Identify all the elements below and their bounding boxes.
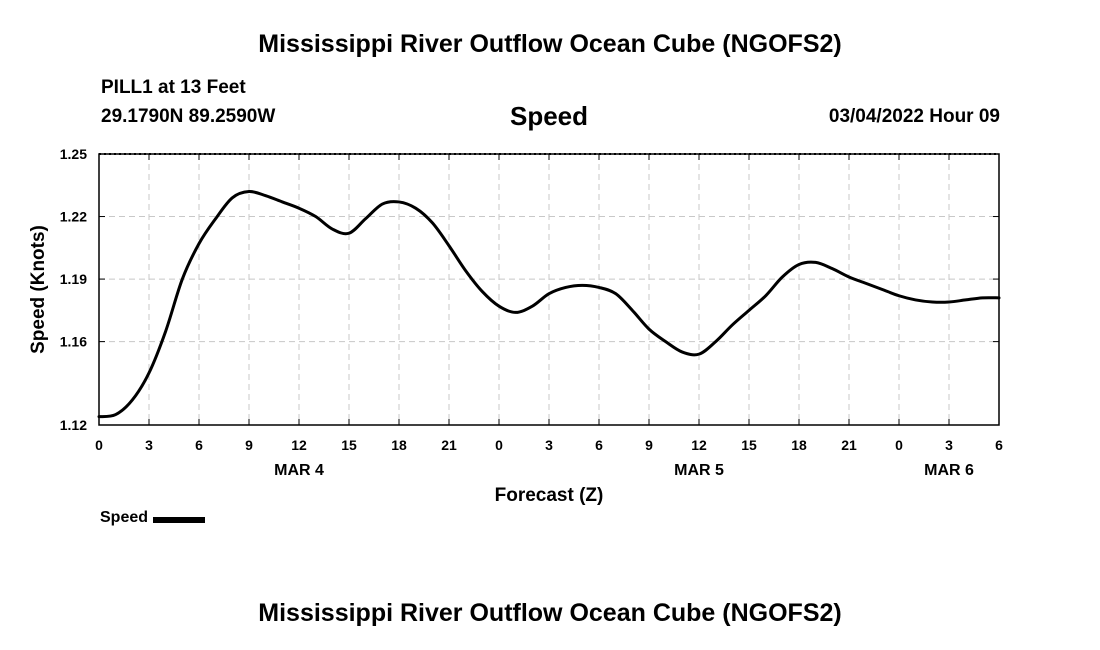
x-axis-title: Forecast (Z) [495, 485, 604, 506]
grid-lines [99, 153, 999, 425]
y-tick-label: 1.22 [60, 209, 87, 225]
footer-title: Mississippi River Outflow Ocean Cube (NG… [258, 599, 842, 627]
y-tick-label: 1.16 [60, 334, 87, 350]
x-tick-label: 6 [195, 437, 203, 453]
x-tick-label: 21 [841, 437, 857, 453]
x-tick-label: 3 [545, 437, 553, 453]
x-date-label: MAR 6 [924, 462, 974, 479]
forecast-datetime: 03/04/2022 Hour 09 [828, 106, 1000, 127]
series-line-speed [97, 190, 1001, 419]
axis-labels: 0 3 6 9 12 15 18 21 0 3 6 9 12 15 18 21 0 3 6 1.12 1.16 1.19 1… [28, 146, 1003, 506]
x-tick-label: 18 [391, 437, 407, 453]
x-tick-label: 15 [341, 437, 357, 453]
x-tick-label: 0 [95, 437, 103, 453]
x-tick-label: 3 [945, 437, 953, 453]
x-tick-label: 0 [495, 437, 503, 453]
x-tick-label: 18 [791, 437, 807, 453]
series-layer [97, 190, 1001, 419]
legend-swatch-speed [153, 516, 206, 523]
chart-main-title: Mississippi River Outflow Ocean Cube (NG… [258, 30, 842, 58]
x-tick-label: 21 [441, 437, 457, 453]
station-coordinates: 29.1790N 89.2590W [101, 106, 276, 127]
x-tick-label: 15 [741, 437, 757, 453]
x-tick-label: 0 [895, 437, 903, 453]
x-tick-label: 6 [595, 437, 603, 453]
x-tick-label: 12 [291, 437, 307, 453]
variable-title: Speed [510, 101, 589, 131]
station-label: PILL1 at 13 Feet [101, 77, 246, 98]
x-tick-label: 9 [245, 437, 253, 453]
y-tick-label: 1.12 [60, 417, 87, 433]
x-tick-label: 12 [691, 437, 707, 453]
x-tick-label: 6 [995, 437, 1003, 453]
x-tick-label: 3 [145, 437, 153, 453]
legend: Speed [100, 509, 206, 527]
x-date-label: MAR 5 [674, 462, 724, 479]
y-tick-label: 1.25 [60, 146, 87, 162]
x-tick-label: 9 [645, 437, 653, 453]
y-tick-label: 1.19 [60, 271, 87, 287]
y-axis-title: Speed (Knots) [28, 225, 49, 354]
tick-marks [98, 153, 1000, 426]
legend-label-speed: Speed [100, 509, 149, 526]
x-date-label: MAR 4 [274, 462, 324, 479]
